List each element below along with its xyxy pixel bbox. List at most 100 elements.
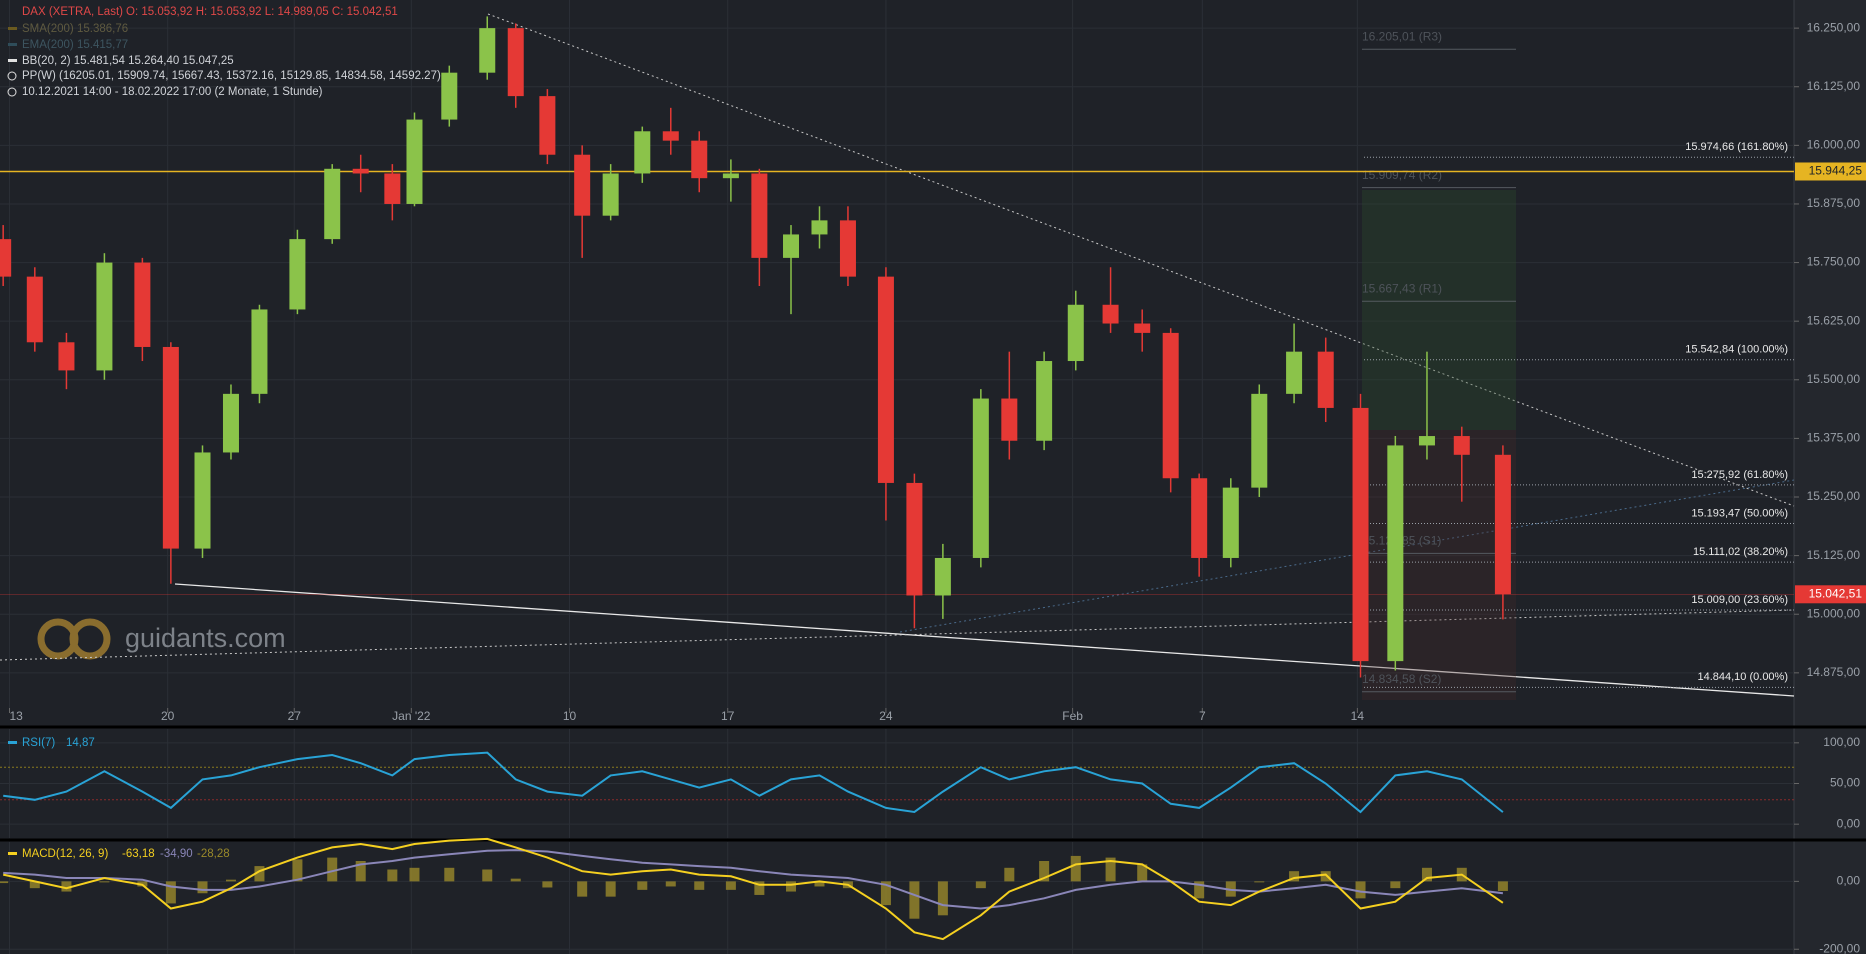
candle-body <box>811 220 828 235</box>
legend-title: DAX (XETRA, Last) <box>22 6 123 18</box>
candle-body <box>1352 407 1369 662</box>
legend-item: PP(W) (16205.01, 15909.74, 15667.43, 153… <box>22 70 441 82</box>
fib-label: 14.844,10 (0.00%) <box>1697 671 1788 683</box>
histogram-bar <box>61 881 72 892</box>
legend-swatch <box>8 741 17 744</box>
candle-body <box>352 168 369 174</box>
candle-body <box>1286 351 1303 394</box>
histogram-bar <box>327 857 338 882</box>
histogram-bar <box>165 881 176 904</box>
candle-body <box>441 72 458 120</box>
histogram-bar <box>1137 864 1148 882</box>
grid <box>0 0 1799 954</box>
zone <box>1362 430 1516 700</box>
histogram-bar <box>292 859 303 882</box>
candle-body <box>906 482 923 596</box>
y-tick-label: 0,00 <box>1837 874 1861 888</box>
legend-swatch <box>8 43 17 46</box>
candle-body <box>222 393 239 453</box>
candle-body <box>507 28 524 97</box>
histogram-bar <box>1194 881 1205 899</box>
y-tick-label: 15.750,00 <box>1807 255 1861 269</box>
candle-body <box>1067 304 1084 362</box>
y-tick-label: 15.625,00 <box>1807 313 1861 327</box>
x-tick-label: 24 <box>879 709 893 723</box>
histogram-bar <box>786 881 797 892</box>
histogram-bar <box>605 881 616 897</box>
trendline <box>174 583 1795 697</box>
candle-body <box>877 276 894 483</box>
histogram-bar <box>197 881 208 894</box>
candle-body <box>574 154 591 216</box>
candle-body <box>134 262 151 347</box>
candle-body <box>972 398 989 558</box>
x-tick-label: 20 <box>161 709 175 723</box>
y-tick-label: 100,00 <box>1823 735 1860 749</box>
macd-readout: -63,18 <box>122 848 155 860</box>
histogram-bar <box>665 881 676 887</box>
histogram-bar <box>694 881 705 890</box>
pivot-label: 15.909,74 (R2) <box>1362 168 1442 182</box>
rsi-title: RSI(7) <box>22 737 55 749</box>
histogram-bar <box>1421 867 1432 882</box>
price-badge-label: 15.042,51 <box>1809 586 1863 600</box>
candle-body <box>722 173 739 179</box>
histogram-bar <box>1390 881 1401 889</box>
legend-item: EMA(200) 15.415,77 <box>22 39 128 51</box>
histogram-bar <box>444 867 455 882</box>
x-tick-label: Jan '22 <box>392 709 431 723</box>
y-tick-label: 16.125,00 <box>1807 79 1861 93</box>
legend-swatch <box>8 59 17 62</box>
histogram-bar <box>482 869 493 882</box>
histogram-bar <box>99 881 110 883</box>
candle-body <box>634 131 651 174</box>
candle-body <box>1418 436 1435 446</box>
candle-body <box>783 234 800 258</box>
y-tick-label: 15.375,00 <box>1807 431 1861 445</box>
fib-label: 15.974,66 (161.80%) <box>1685 141 1788 153</box>
histogram-bar <box>254 866 265 882</box>
candle-body <box>0 239 12 277</box>
candle-body <box>1001 398 1018 441</box>
watermark-icon <box>69 618 111 660</box>
histogram-bar <box>1497 881 1508 891</box>
macd-line <box>2 837 1504 941</box>
y-tick-label: 50,00 <box>1830 776 1860 790</box>
y-tick-label: -200,00 <box>1819 941 1860 954</box>
histogram-bar <box>1289 871 1300 882</box>
legend-swatch <box>8 27 17 30</box>
fib-label: 15.542,84 (100.00%) <box>1685 344 1788 356</box>
histogram-bar <box>725 881 736 890</box>
candle-body <box>26 276 43 343</box>
rsi-line <box>3 751 1504 814</box>
pivot-label: 14.834,58 (S2) <box>1362 672 1441 686</box>
candle-body <box>479 28 496 73</box>
histogram-bar <box>814 881 825 887</box>
histogram-bar <box>1004 867 1015 882</box>
pivot-label: 15.667,43 (R1) <box>1362 281 1442 295</box>
histogram-bar <box>754 881 765 895</box>
price-axis-area <box>1794 0 1866 954</box>
histogram-bar <box>409 867 420 882</box>
pivot-label: 16.205,01 (R3) <box>1362 29 1442 43</box>
y-tick-label: 14.875,00 <box>1807 665 1861 679</box>
histogram-bar <box>225 879 236 882</box>
macd-title: MACD(12, 26, 9) <box>22 848 108 860</box>
y-tick-label: 15.500,00 <box>1807 372 1861 386</box>
histogram-bar <box>387 869 398 882</box>
y-tick-label: 15.250,00 <box>1807 489 1861 503</box>
candle-body <box>751 173 768 258</box>
macd-readout: -34,90 <box>160 848 193 860</box>
candle-body <box>1191 478 1208 558</box>
price-badge <box>1795 585 1866 604</box>
fib-label: 15.009,00 (23.60%) <box>1691 594 1788 606</box>
y-tick-label: 16.250,00 <box>1807 20 1861 34</box>
histogram-bar <box>577 881 588 897</box>
candle-body <box>1453 436 1470 455</box>
legend-item: SMA(200) 15.386,76 <box>22 23 128 35</box>
y-tick-label: 15.875,00 <box>1807 196 1861 210</box>
signal-line <box>3 849 1504 910</box>
candle-body <box>289 239 306 310</box>
candle-body <box>1162 332 1179 479</box>
